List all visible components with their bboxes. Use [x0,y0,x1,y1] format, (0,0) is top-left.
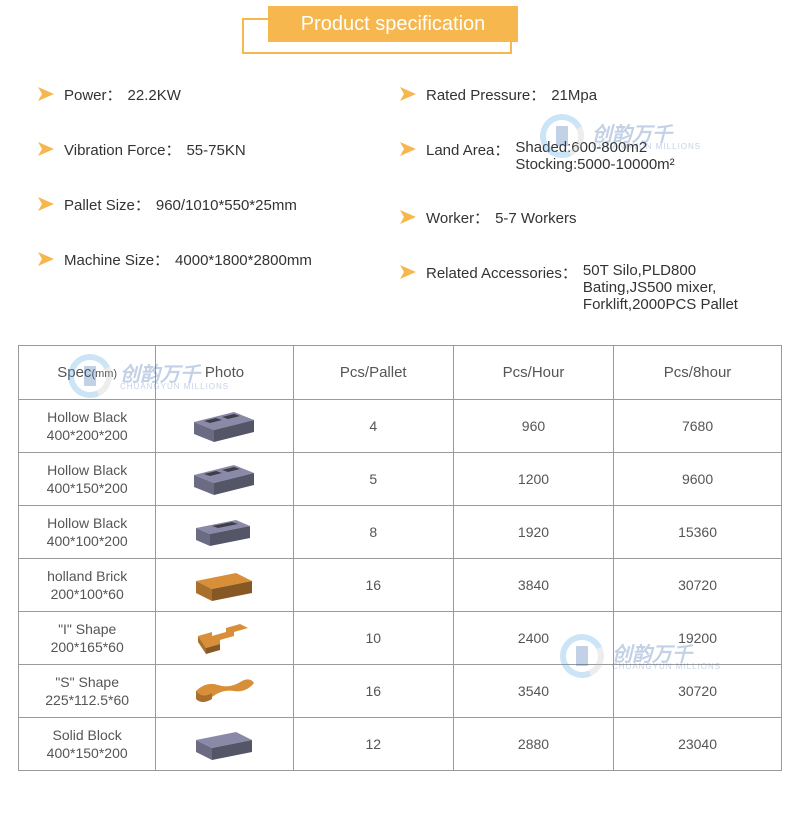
table-body: Hollow Black400*200*20049607680Hollow Bl… [19,400,782,771]
triangle-icon [400,142,416,156]
table-header-row: Spec(mm)PhotoPcs/PalletPcs/HourPcs/8hour [19,346,782,400]
spec-label: Pallet Size： [64,197,150,214]
spec-label: Vibration Force： [64,142,180,159]
triangle-icon [400,265,416,279]
photo-cell [156,718,293,771]
table-row: Solid Block400*150*200 12288023040 [19,718,782,771]
spec-item: Land Area： Shaded:600-800m2Stocking:5000-… [400,139,762,173]
spec-item: Vibration Force： 55-75KN [38,139,400,160]
title-banner: Product specification [250,6,550,56]
photo-cell [156,665,293,718]
spec-column-right: Rated Pressure： 21Mpa Land Area： Shaded:600… [400,84,762,333]
value-cell: 12 [293,718,453,771]
table-column-header: Spec(mm) [19,346,156,400]
photo-cell [156,453,293,506]
spec-value: 55-75KN [186,142,245,159]
table-column-header: Pcs/8hour [614,346,782,400]
value-cell: 8 [293,506,453,559]
table-column-header: Photo [156,346,293,400]
spec-item: Power： 22.2KW [38,84,400,105]
value-cell: 30720 [614,665,782,718]
spec-label: Machine Size： [64,252,169,269]
value-cell: 4 [293,400,453,453]
spec-value: 22.2KW [128,87,181,104]
spec-column-left: Power： 22.2KW Vibration Force： 55-75KN Palle… [38,84,400,333]
table-row: Hollow Black400*150*200 512009600 [19,453,782,506]
page-title: Product specification [268,6,518,42]
spec-name-cell: Solid Block400*150*200 [19,718,156,771]
spec-item: Rated Pressure： 21Mpa [400,84,762,105]
spec-name-cell: holland Brick200*100*60 [19,559,156,612]
spec-label: Related Accessories： [426,265,577,282]
table-row: "S" Shape225*112.5*60 16354030720 [19,665,782,718]
value-cell: 3840 [453,559,613,612]
value-cell: 3540 [453,665,613,718]
value-cell: 1920 [453,506,613,559]
spec-name-cell: Hollow Black400*150*200 [19,453,156,506]
value-cell: 19200 [614,612,782,665]
photo-cell [156,400,293,453]
value-cell: 16 [293,665,453,718]
spec-name-cell: Hollow Black400*100*200 [19,506,156,559]
value-cell: 9600 [614,453,782,506]
value-cell: 2880 [453,718,613,771]
spec-text: Land Area： Shaded:600-800m2Stocking:5000-… [426,139,675,173]
spec-value: 4000*1800*2800mm [175,252,312,269]
triangle-icon [38,197,54,211]
photo-cell [156,612,293,665]
table-row: "I" Shape200*165*60 10240019200 [19,612,782,665]
value-cell: 16 [293,559,453,612]
spec-text: Vibration Force： 55-75KN [64,139,246,160]
value-cell: 7680 [614,400,782,453]
spec-value: 50T Silo,PLD800Bating,JS500 mixer,Forkli… [583,262,738,313]
value-cell: 30720 [614,559,782,612]
value-cell: 2400 [453,612,613,665]
triangle-icon [400,210,416,224]
triangle-icon [400,87,416,101]
spec-grid: Power： 22.2KW Vibration Force： 55-75KN Palle… [0,84,800,333]
triangle-icon [38,142,54,156]
spec-label: Power： [64,87,122,104]
value-cell: 1200 [453,453,613,506]
spec-text: Rated Pressure： 21Mpa [426,84,597,105]
production-table: Spec(mm)PhotoPcs/PalletPcs/HourPcs/8hour… [18,345,782,771]
triangle-icon [38,87,54,101]
spec-label: Land Area： [426,142,509,159]
spec-item: Machine Size： 4000*1800*2800mm [38,249,400,270]
spec-value: Shaded:600-800m2Stocking:5000-10000m² [515,139,674,173]
triangle-icon [38,252,54,266]
spec-value: 5-7 Workers [495,210,576,227]
spec-text: Machine Size： 4000*1800*2800mm [64,249,312,270]
spec-text: Worker： 5-7 Workers [426,207,576,228]
value-cell: 23040 [614,718,782,771]
spec-value: 21Mpa [551,87,597,104]
table-row: Hollow Black400*100*200 8192015360 [19,506,782,559]
spec-name-cell: "I" Shape200*165*60 [19,612,156,665]
value-cell: 5 [293,453,453,506]
table-row: Hollow Black400*200*200 49607680 [19,400,782,453]
value-cell: 10 [293,612,453,665]
spec-text: Related Accessories： 50T Silo,PLD800Batin… [426,262,738,313]
table-column-header: Pcs/Hour [453,346,613,400]
value-cell: 15360 [614,506,782,559]
spec-text: Pallet Size： 960/1010*550*25mm [64,194,297,215]
spec-label: Worker： [426,210,489,227]
table-row: holland Brick200*100*60 16384030720 [19,559,782,612]
spec-name-cell: "S" Shape225*112.5*60 [19,665,156,718]
value-cell: 960 [453,400,613,453]
spec-name-cell: Hollow Black400*200*200 [19,400,156,453]
spec-label: Rated Pressure： [426,87,545,104]
table-column-header: Pcs/Pallet [293,346,453,400]
spec-item: Worker： 5-7 Workers [400,207,762,228]
spec-item: Pallet Size： 960/1010*550*25mm [38,194,400,215]
spec-value: 960/1010*550*25mm [156,197,297,214]
spec-item: Related Accessories： 50T Silo,PLD800Batin… [400,262,762,313]
spec-text: Power： 22.2KW [64,84,181,105]
photo-cell [156,559,293,612]
photo-cell [156,506,293,559]
